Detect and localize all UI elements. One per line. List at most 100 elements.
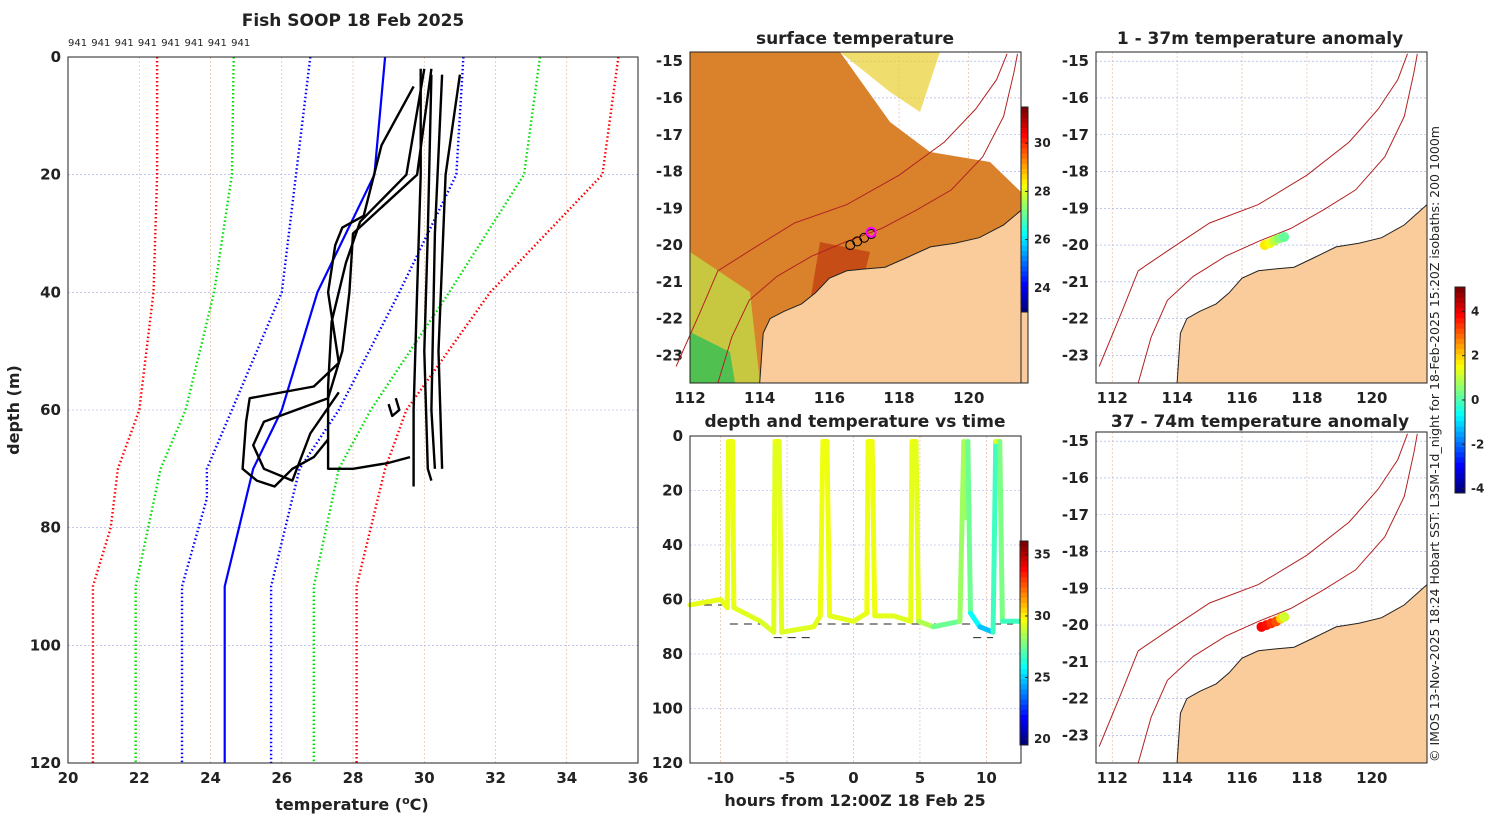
timeplot-colorbar-segment: [1020, 709, 1028, 715]
timeplot-colorbar-label: 35: [1034, 548, 1051, 562]
anomaly-colorbar-label: -4: [1471, 482, 1484, 496]
anomaly1-ytick-label: -22: [1062, 310, 1089, 328]
depth-temperature-track-segment: [827, 613, 857, 624]
anomaly2-xtick-label: 120: [1356, 769, 1387, 787]
anomaly-colorbar-segment: [1455, 431, 1465, 437]
surface-map-ytick-label: -16: [656, 89, 683, 107]
surface-map-ytick-label: -19: [656, 199, 683, 217]
fishsoop-profile-line: [430, 74, 444, 469]
profile-counts: 941 941 941 941 941 941 941 941: [68, 38, 250, 49]
anomaly1-ytick-label: -21: [1062, 273, 1089, 291]
anomaly2-xtick-label: 112: [1097, 769, 1128, 787]
anomaly2-land: [1176, 583, 1428, 764]
std-dev-3-lo-line: [91, 57, 159, 763]
anomaly-colorbar-segment: [1455, 420, 1465, 427]
anomaly-colorbar-segment: [1455, 446, 1465, 453]
anomaly-colorbar-segment: [1455, 302, 1465, 309]
anomaly2-ytick-label: -20: [1062, 616, 1089, 634]
std-dev-1-hi-line: [269, 56, 465, 763]
profile-count-label: 941: [138, 38, 157, 49]
sst-colorbar-segment: [1021, 240, 1028, 246]
surface-map-ytick-label: -23: [656, 346, 683, 364]
surface-map-xtick-label: 120: [953, 389, 984, 407]
timeplot-colorbar-segment: [1020, 729, 1028, 736]
anomaly1-ytick-label: -20: [1062, 236, 1089, 254]
profile-title: Fish SOOP 18 Feb 2025: [242, 11, 465, 31]
isobath-200m: [717, 53, 1018, 384]
depth-temperature-track-segment: [687, 597, 724, 608]
profile-ylabel: depth (m): [4, 365, 23, 455]
anomaly-colorbar-segment: [1455, 405, 1465, 412]
timeplot-colorbar-segment: [1020, 668, 1028, 675]
anomaly1-ytick-label: -16: [1062, 89, 1089, 107]
sst-colorbar-segment: [1021, 224, 1028, 231]
profile-xtick-label: 30: [414, 769, 435, 787]
profile-xtick-label: 20: [58, 769, 79, 787]
timeplot-xtick-label: -10: [707, 769, 734, 787]
sst-colorbar-segment: [1021, 296, 1028, 303]
timeplot-ytick-label: 80: [662, 645, 683, 663]
timeplot-colorbar-segment: [1020, 622, 1028, 629]
anomaly-colorbar-segment: [1455, 333, 1465, 339]
xlabel-text: temperature (: [275, 795, 402, 814]
surface-map-xtick-label: 118: [883, 389, 914, 407]
timeplot-colorbar-segment: [1020, 607, 1028, 613]
anomaly-colorbar-segment: [1455, 338, 1465, 345]
anomaly1-xtick-label: 116: [1226, 389, 1257, 407]
fishsoop-profile-line: [387, 397, 401, 418]
sst-colorbar-label: 28: [1034, 184, 1051, 198]
timeplot-colorbar-label: 30: [1034, 609, 1051, 623]
anomaly-colorbar-segment: [1455, 482, 1465, 489]
anomaly-colorbar-segment: [1455, 426, 1465, 432]
depth-temperature-track-segment: [824, 438, 833, 619]
xlabel-degree: o: [402, 794, 410, 807]
anomaly2-isobath-200m: [1137, 433, 1418, 764]
surface-map-ytick-label: -17: [656, 126, 683, 144]
profile-ytick-label: 40: [40, 283, 61, 301]
anomaly2-anomaly-point: [1279, 611, 1290, 622]
fishsoop-profile-line: [412, 68, 422, 487]
anomaly-colorbar-segment: [1455, 400, 1465, 406]
sst-colorbar-segment: [1021, 168, 1028, 175]
anomaly-colorbar-segment: [1455, 369, 1465, 376]
anomaly1-frame: [1095, 51, 1428, 384]
depth-temperature-track-segment: [869, 438, 878, 619]
depth-temperature-track-segment: [908, 438, 915, 624]
sst-colorbar-segment: [1021, 112, 1028, 118]
anomaly-colorbar-segment: [1455, 379, 1465, 386]
anomaly-colorbar-label: 2: [1471, 349, 1479, 363]
profile-ytick-label: 100: [30, 636, 61, 654]
timeplot-colorbar-segment: [1020, 678, 1028, 685]
anomaly-colorbar-segment: [1455, 292, 1465, 298]
anomaly2-xtick-label: 114: [1161, 769, 1192, 787]
anomaly-colorbar-label: 4: [1471, 304, 1479, 318]
surface-map-ytick-label: -20: [656, 236, 683, 254]
anomaly2-ytick-label: -18: [1062, 543, 1089, 561]
depth-temperature-track-segment: [965, 438, 973, 616]
timeplot-colorbar-segment: [1020, 637, 1028, 644]
anomaly-colorbar-segment: [1455, 456, 1465, 463]
profile-xtick-label: 36: [628, 769, 649, 787]
anomaly2-xtick-label: 116: [1226, 769, 1257, 787]
anomaly-colorbar-segment: [1455, 395, 1465, 401]
sst-colorbar-segment: [1021, 199, 1028, 205]
anomaly2-ytick-label: -23: [1062, 726, 1089, 744]
timeplot-colorbar-segment: [1020, 734, 1028, 741]
depth-temperature-track-segment: [817, 438, 826, 619]
sst-colorbar-segment: [1021, 276, 1028, 282]
fishsoop-profile-line: [241, 85, 415, 488]
profile-count-label: 941: [115, 38, 134, 49]
anomaly1-ytick-label: -18: [1062, 163, 1089, 181]
profile-xtick-label: 34: [556, 769, 577, 787]
anomaly-colorbar-segment: [1455, 415, 1465, 422]
timeplot-colorbar-segment: [1020, 617, 1028, 624]
sst-colorbar-segment: [1021, 281, 1028, 287]
anomaly-colorbar-segment: [1455, 287, 1465, 293]
std-dev-3-hi-line: [355, 56, 620, 763]
anomaly-colorbar-segment: [1455, 312, 1465, 319]
sst-colorbar-segment: [1021, 250, 1028, 257]
sst-colorbar-segment: [1021, 194, 1028, 200]
timeplot-xtick-label: 5: [915, 769, 925, 787]
profile-xtick-label: 32: [485, 769, 506, 787]
